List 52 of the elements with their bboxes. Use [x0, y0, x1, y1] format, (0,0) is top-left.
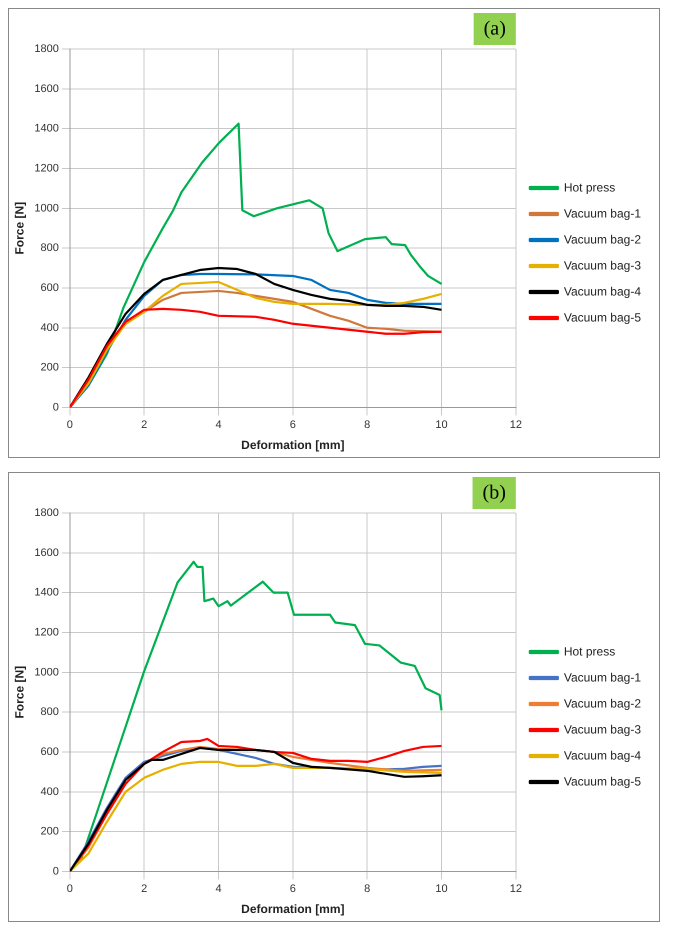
- y-tick-label: 800: [40, 706, 59, 718]
- legend-label: Vacuum bag-1: [564, 670, 642, 684]
- y-tick-label: 1000: [34, 666, 59, 678]
- chart-title: (a): [484, 17, 506, 40]
- y-tick-label: 1200: [34, 162, 59, 174]
- x-tick-label: 10: [435, 419, 448, 432]
- legend-label: Vacuum bag-3: [564, 722, 642, 736]
- x-tick-label: 6: [290, 419, 296, 432]
- x-axis-title: Deformation [mm]: [241, 438, 345, 452]
- y-tick-label: 0: [52, 401, 59, 414]
- legend-label: Vacuum bag-5: [564, 774, 642, 788]
- chart-title: (b): [482, 481, 506, 504]
- y-tick-label: 200: [40, 362, 59, 374]
- x-tick-label: 0: [66, 883, 73, 896]
- x-axis-title: Deformation [mm]: [241, 902, 345, 916]
- y-tick-label: 1400: [34, 122, 59, 135]
- y-tick-label: 1600: [34, 546, 59, 559]
- y-tick-label: 600: [40, 746, 59, 758]
- y-tick-label: 1200: [34, 626, 59, 638]
- y-axis-title: Force [N]: [12, 666, 27, 719]
- x-tick-label: 6: [290, 883, 296, 896]
- y-tick-label: 0: [52, 865, 59, 878]
- legend-label: Hot press: [564, 180, 616, 194]
- x-tick-label: 4: [215, 883, 222, 896]
- legend-label: Vacuum bag-4: [564, 284, 642, 298]
- y-tick-label: 400: [40, 322, 59, 334]
- x-tick-label: 0: [66, 419, 73, 432]
- x-tick-label: 2: [141, 419, 148, 432]
- y-tick-label: 400: [40, 786, 59, 798]
- y-axis-title: Force [N]: [12, 202, 27, 255]
- y-tick-label: 1600: [34, 82, 59, 95]
- legend-label: Vacuum bag-2: [564, 232, 642, 246]
- x-tick-label: 10: [435, 883, 448, 896]
- x-tick-label: 8: [364, 419, 370, 432]
- legend-label: Hot press: [564, 644, 616, 658]
- y-tick-label: 1400: [34, 586, 59, 599]
- y-tick-label: 1000: [34, 202, 59, 214]
- y-tick-label: 800: [40, 242, 59, 254]
- legend-label: Vacuum bag-5: [564, 310, 642, 324]
- legend-label: Vacuum bag-4: [564, 748, 642, 762]
- y-tick-label: 1800: [34, 43, 59, 56]
- legend-label: Vacuum bag-3: [564, 258, 642, 272]
- legend-label: Vacuum bag-2: [564, 696, 642, 710]
- y-tick-label: 200: [40, 826, 59, 838]
- x-tick-label: 12: [510, 883, 522, 896]
- x-tick-label: 4: [215, 419, 222, 432]
- y-tick-label: 1800: [34, 507, 59, 520]
- legend-label: Vacuum bag-1: [564, 206, 642, 220]
- x-tick-label: 8: [364, 883, 370, 896]
- x-tick-label: 12: [510, 419, 522, 432]
- x-tick-label: 2: [141, 883, 148, 896]
- y-tick-label: 600: [40, 282, 59, 294]
